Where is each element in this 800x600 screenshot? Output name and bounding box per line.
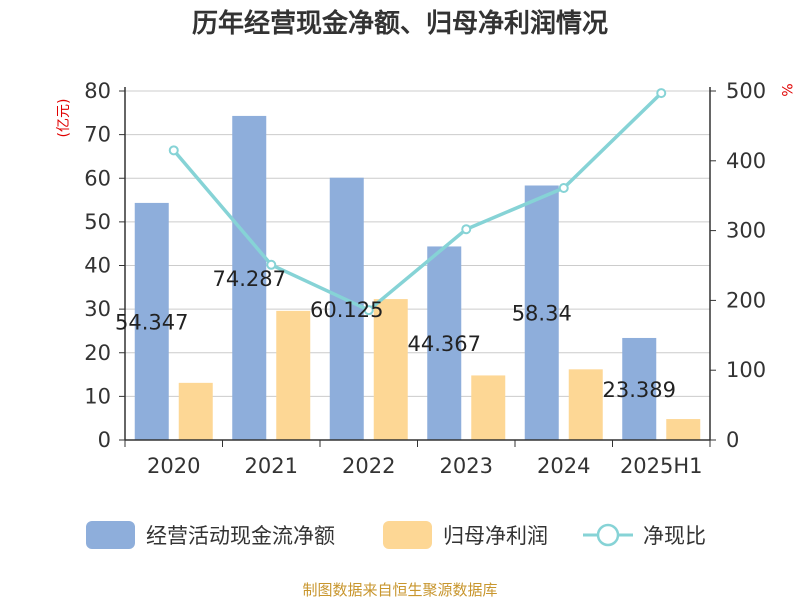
line-point-2022	[363, 305, 374, 316]
x-tick-label: 2020	[147, 454, 200, 478]
legend-marker	[596, 523, 620, 547]
bar-经营活动现金流净额-2020	[134, 202, 169, 440]
axes-layer: 0 10 20 30 40 50 60 70 80 0 100 200 300 400 500 2020 202…	[84, 79, 766, 478]
data-label: 58.34	[512, 302, 572, 326]
legend-label: 净现比	[643, 524, 706, 548]
line-净现比	[172, 91, 663, 312]
y-axis-left-unit: (亿元)	[56, 99, 72, 138]
data-label: 54.347	[115, 310, 188, 334]
legend-swatch	[86, 521, 135, 549]
bar-经营活动现金流净额-2021	[232, 115, 267, 440]
gridlines	[125, 90, 710, 397]
x-tick-label: 2021	[245, 454, 298, 478]
y-left-tick-label: 60	[84, 166, 111, 190]
y-right-tick-label: 200	[726, 288, 766, 312]
bar-经营活动现金流净额-2023	[427, 246, 462, 440]
bar-经营活动现金流净额-2025H1	[622, 337, 657, 440]
data-labels-layer: 54.347 74.287 60.125 44.367 58.34 23.389	[115, 267, 676, 402]
data-label: 44.367	[408, 332, 481, 356]
line-point-2021	[266, 259, 277, 270]
legend-item-经营活动现金流净额[interactable]: 经营活动现金流净额	[86, 521, 335, 549]
y-left-tick-label: 20	[84, 341, 111, 365]
data-label: 23.389	[603, 378, 676, 402]
line-point-2020	[168, 145, 179, 156]
y-right-tick-label: 500	[726, 79, 766, 103]
y-left-tick-label: 80	[84, 79, 111, 103]
bar-经营活动现金流净额-2022	[329, 177, 364, 440]
bar-归母净利润-2022	[373, 299, 408, 440]
bar-归母净利润-2025H1	[666, 419, 701, 440]
y-left-tick-label: 10	[84, 384, 111, 408]
legend-label: 经营活动现金流净额	[146, 524, 335, 548]
y-left-tick-label: 0	[98, 428, 111, 452]
line-point-2024	[558, 183, 569, 194]
x-tick-label: 2024	[537, 454, 590, 478]
y-right-tick-label: 300	[726, 219, 766, 243]
bar-归母净利润-2023	[471, 375, 506, 440]
bar-归母净利润-2021	[276, 310, 311, 440]
line-layer	[168, 88, 667, 316]
y-left-tick-label: 50	[84, 210, 111, 234]
bars-layer	[134, 115, 701, 440]
y-axis-right-unit: %	[778, 83, 794, 96]
legend-item-净现比[interactable]: 净现比	[583, 523, 706, 548]
x-tick-label: 2023	[440, 454, 493, 478]
bar-归母净利润-2024	[568, 369, 603, 440]
chart-title: 历年经营现金净额、归母净利润情况	[192, 8, 608, 39]
x-tick-label: 2025H1	[620, 454, 703, 478]
bar-经营活动现金流净额-2024	[524, 185, 559, 440]
line-point-2025H1	[656, 88, 667, 99]
x-tick-label: 2022	[342, 454, 395, 478]
y-right-tick-label: 100	[726, 358, 766, 382]
line-point-2023	[461, 224, 472, 235]
legend-swatch	[383, 521, 432, 549]
source-note: 制图数据来自恒生聚源数据库	[302, 581, 497, 599]
data-label: 60.125	[310, 298, 383, 322]
bar-归母净利润-2020	[178, 382, 213, 440]
legend-item-归母净利润[interactable]: 归母净利润	[383, 521, 548, 549]
y-left-tick-label: 40	[84, 254, 111, 278]
legend: 经营活动现金流净额 归母净利润 净现比	[86, 521, 706, 549]
y-right-tick-label: 400	[726, 149, 766, 173]
y-right-tick-label: 0	[726, 428, 739, 452]
y-left-tick-label: 30	[84, 297, 111, 321]
y-left-tick-label: 70	[84, 123, 111, 147]
legend-label: 归母净利润	[443, 524, 548, 548]
data-label: 74.287	[213, 267, 286, 291]
